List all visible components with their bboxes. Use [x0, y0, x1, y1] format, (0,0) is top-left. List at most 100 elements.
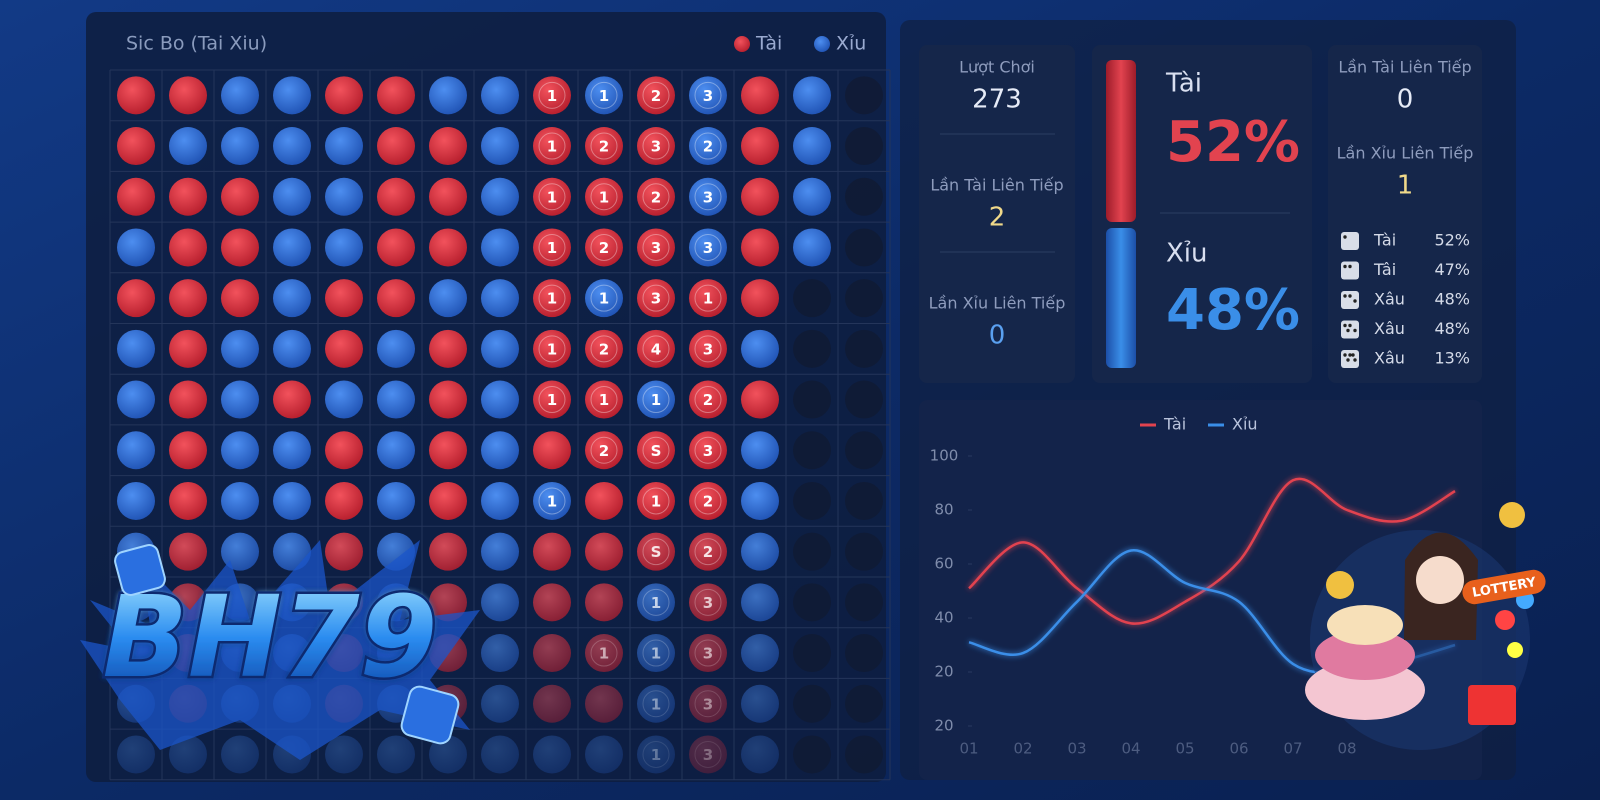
dice-icon: [1341, 261, 1359, 280]
xiu-bead: [689, 228, 727, 267]
dice-pip: [1348, 264, 1352, 269]
bead-label: 1: [651, 645, 661, 663]
tai-bead: [533, 634, 571, 673]
bead-label: 3: [703, 340, 713, 358]
bead-label: 1: [651, 492, 661, 510]
bead-label: 1: [599, 391, 609, 409]
bead-label: 3: [703, 695, 713, 713]
tai-bead: [325, 329, 363, 368]
xiu-bead: [637, 735, 675, 774]
xiu-bead: [637, 380, 675, 419]
row-pct: 48%: [1434, 290, 1470, 309]
xiu-bead: [585, 76, 623, 115]
tai-bead: [221, 228, 259, 267]
bead-ring: [590, 386, 618, 414]
y-tick-label: 80: [934, 501, 953, 519]
tai-bead: [741, 228, 779, 267]
line-chart: 20 20 40 60 80 100 01 02 03 04 05 06 07 08 Tài Xỉu: [930, 415, 1456, 758]
xiu-bead: [377, 380, 415, 419]
bead-label: 3: [703, 594, 713, 612]
tai-bead: [585, 634, 623, 673]
bead-ring: [590, 284, 618, 312]
tai-bead: [533, 279, 571, 318]
tai-bead: [169, 329, 207, 368]
stat-label: Lần Tài Liên Tiếp: [930, 176, 1063, 195]
tai-bead: [429, 228, 467, 267]
bead-label: 1: [547, 492, 557, 510]
tai-bead: [377, 228, 415, 267]
bead-label: 2: [703, 138, 713, 156]
legend-label: Xỉu: [1232, 415, 1258, 434]
empty-cell: [845, 735, 883, 774]
empty-cell: [845, 228, 883, 267]
empty-cell: [793, 684, 831, 723]
xiu-bead: [221, 481, 259, 520]
tai-bead: [741, 279, 779, 318]
bead-label: S: [651, 442, 662, 460]
bead-ring: [694, 690, 722, 718]
row-pct: 48%: [1434, 319, 1470, 338]
tai-bead: [689, 634, 727, 673]
bead-label: 1: [547, 290, 557, 308]
bead-label: 3: [703, 87, 713, 105]
tai-bead: [377, 76, 415, 115]
xiu-bead: [117, 735, 155, 774]
dice-pip: [1353, 299, 1357, 303]
tai-bead: [273, 380, 311, 419]
stat-value: 1: [1397, 171, 1414, 201]
xiu-bead: [273, 177, 311, 216]
xiu-bead: [481, 532, 519, 571]
tai-bead: [169, 380, 207, 419]
tai-bead: [429, 329, 467, 368]
bead-ring: [590, 81, 618, 109]
bead-ring: [590, 436, 618, 464]
tai-bead: [585, 177, 623, 216]
empty-cell: [793, 279, 831, 318]
xiu-bead: [117, 431, 155, 470]
dice-pip: [1343, 264, 1347, 269]
xiu-bead: [221, 329, 259, 368]
xiu-bead: [429, 735, 467, 774]
bead-ring: [694, 436, 722, 464]
bead-label: 1: [547, 391, 557, 409]
legend-label: Tài: [755, 33, 782, 55]
bead-ring: [642, 588, 670, 616]
empty-cell: [793, 634, 831, 673]
tai-bead: [169, 532, 207, 571]
tai-bead: [533, 532, 571, 571]
tai-bead: [689, 431, 727, 470]
tai-bead: [117, 76, 155, 115]
bead-ring: [694, 538, 722, 566]
stat-label: Lần Tài Liên Tiếp: [1338, 58, 1471, 77]
xiu-bead: [117, 481, 155, 520]
dice-icon: [1341, 232, 1359, 250]
tai-bead: [689, 481, 727, 520]
tai-bead: [585, 583, 623, 622]
tai-bead: [689, 684, 727, 723]
bead-ring: [694, 740, 722, 768]
x-tick-label: 04: [1121, 740, 1140, 758]
tai-bead: [637, 127, 675, 166]
xiu-bead: [741, 431, 779, 470]
bead-ring: [642, 386, 670, 414]
xiu-bead: [273, 279, 311, 318]
bead-label: 2: [651, 87, 661, 105]
tai-bead: [429, 583, 467, 622]
tai-bead: [585, 329, 623, 368]
stat-value: 0: [989, 321, 1006, 351]
empty-cell: [793, 431, 831, 470]
tai-bead: [429, 177, 467, 216]
xiu-bead: [481, 583, 519, 622]
y-tick-label: 100: [930, 447, 959, 465]
stat-label: Lần Xỉu Liên Tiếp: [929, 294, 1066, 313]
xiu-bead: [689, 76, 727, 115]
xiu-bead: [741, 634, 779, 673]
board-title: Sic Bo (Tai Xiu): [126, 33, 267, 55]
xiu-bead: [533, 481, 571, 520]
empty-cell: [845, 177, 883, 216]
tai-bead: [325, 431, 363, 470]
tai-bead: [325, 481, 363, 520]
tai-bead: [533, 380, 571, 419]
tai-label: Tài: [1165, 69, 1202, 99]
tai-bead: [689, 380, 727, 419]
